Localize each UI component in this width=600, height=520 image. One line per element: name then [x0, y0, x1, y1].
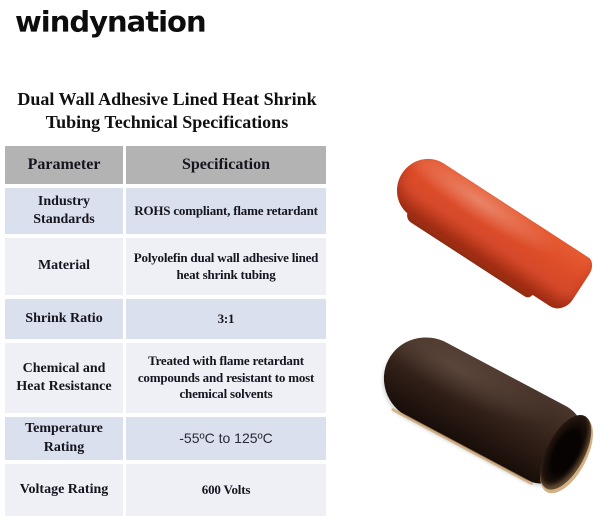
black-tube-opening [529, 407, 600, 498]
param-cell: Shrink Ratio [5, 299, 123, 339]
table-row: Industry Standards ROHS compliant, flame… [5, 188, 326, 234]
table-row: Material Polyolefin dual wall adhesive l… [5, 238, 326, 295]
param-cell: Chemical and Heat Resistance [5, 343, 123, 413]
brand-logo: windynation [15, 5, 207, 39]
spec-cell: Treated with flame retardant compounds a… [126, 343, 326, 413]
spec-cell: 3:1 [126, 299, 326, 339]
param-cell: Voltage Rating [5, 464, 123, 516]
spec-cell: ROHS compliant, flame retardant [126, 188, 326, 234]
param-cell: Industry Standards [5, 188, 123, 234]
page-title-line1: Dual Wall Adhesive Lined Heat Shrink [17, 89, 317, 109]
table-row: Temperature Rating -55ºC to 125ºC [5, 417, 326, 460]
table-row: Voltage Rating 600 Volts [5, 464, 326, 516]
black-tube-body [368, 322, 600, 498]
table-row: Shrink Ratio 3:1 [5, 299, 326, 339]
param-cell: Material [5, 238, 123, 295]
spec-cell: 600 Volts [126, 464, 326, 516]
black-heat-shrink-tube-image [368, 322, 600, 514]
spec-cell: Polyolefin dual wall adhesive lined heat… [126, 238, 326, 295]
table-row: Chemical and Heat Resistance Treated wit… [5, 343, 326, 413]
param-cell: Temperature Rating [5, 417, 123, 460]
page-title: Dual Wall Adhesive Lined Heat Shrink Tub… [0, 88, 334, 134]
header-specification: Specification [126, 146, 326, 184]
red-tube-body [385, 147, 597, 315]
specifications-table: Parameter Specification Industry Standar… [2, 142, 329, 520]
header-parameter: Parameter [5, 146, 123, 184]
table-header-row: Parameter Specification [5, 146, 326, 184]
red-heat-shrink-tube-image [385, 147, 597, 316]
spec-cell: -55ºC to 125ºC [126, 417, 326, 460]
page-title-line2: Tubing Technical Specifications [45, 112, 289, 132]
